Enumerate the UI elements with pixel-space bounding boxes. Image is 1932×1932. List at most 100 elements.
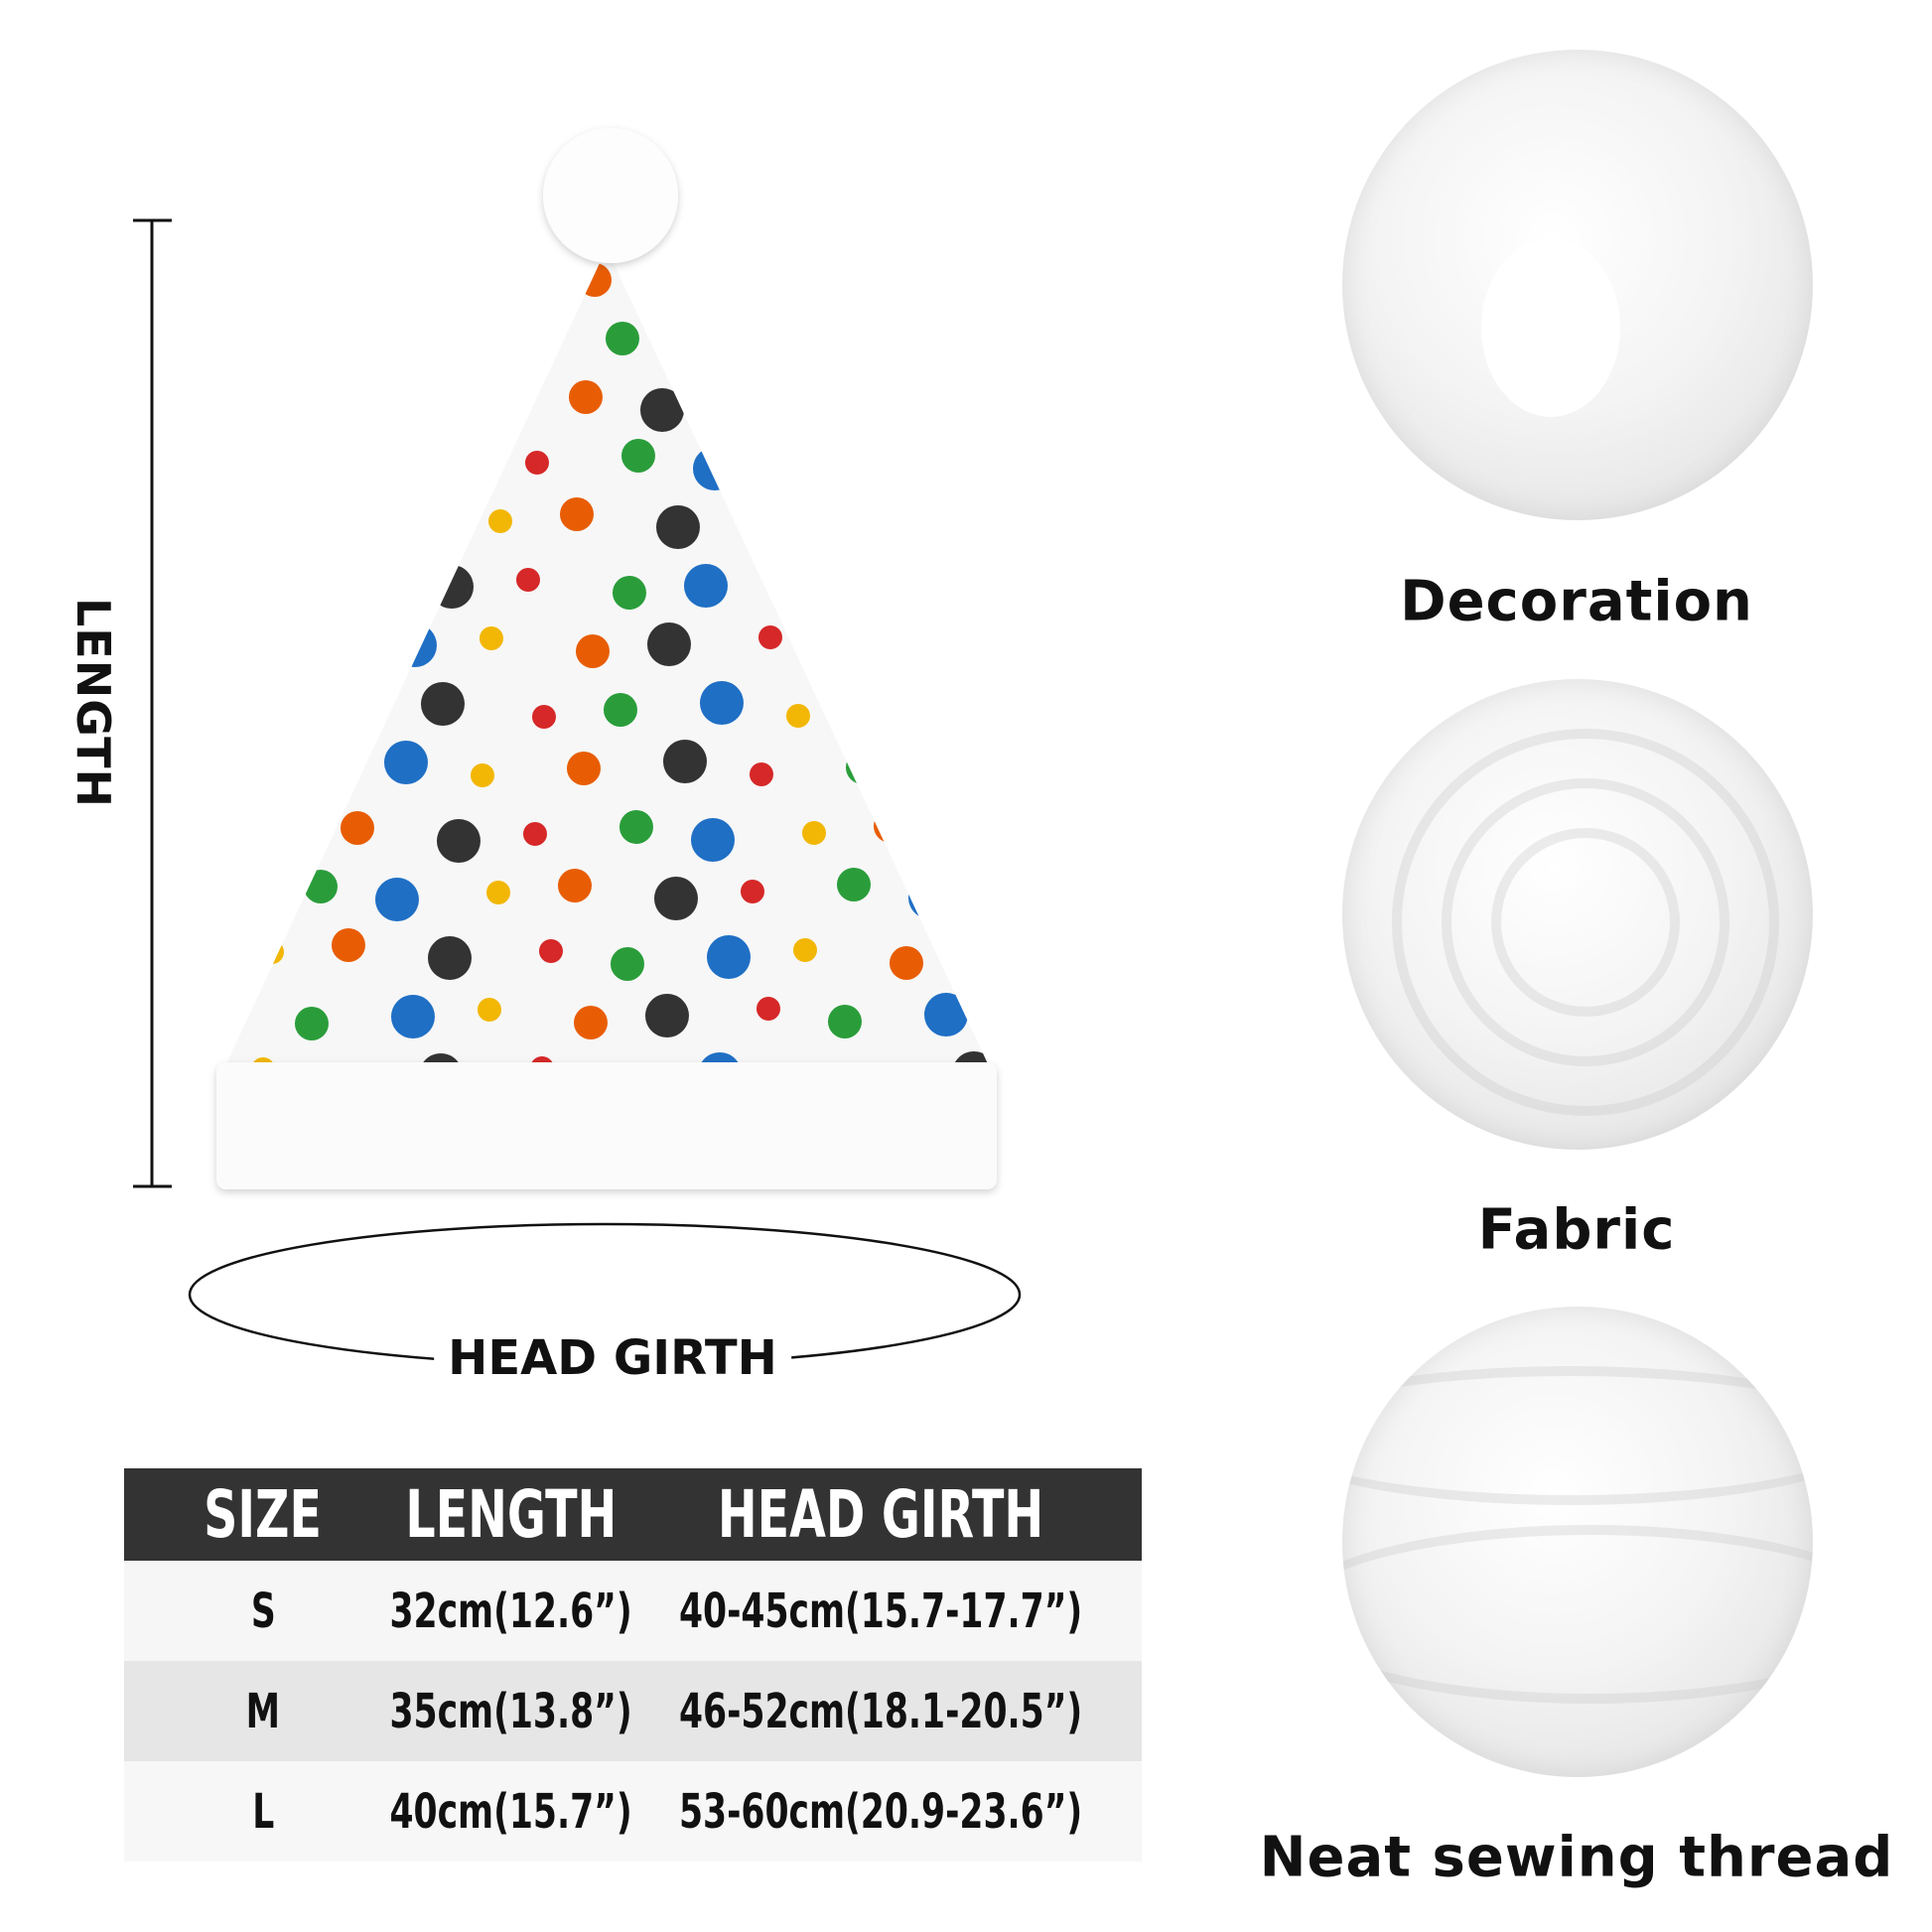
pattern-motif: [962, 563, 991, 607]
pattern-motif: [350, 323, 385, 356]
pattern-motif: [524, 451, 549, 475]
pattern-motif: [831, 262, 866, 296]
head-girth-cell: 53-60cm(20.9-23.6”): [679, 1783, 1083, 1840]
pattern-motif: [882, 692, 916, 726]
pattern-motif: [515, 568, 540, 592]
pattern-motif: [644, 994, 689, 1037]
length-dimension-bar: [133, 218, 172, 1188]
pattern-motif: [298, 264, 333, 298]
pattern-motif: [573, 1006, 608, 1039]
pattern-motif: [960, 934, 991, 978]
pattern-motif: [706, 935, 751, 979]
table-row: S 32cm(12.6”) 40-45cm(15.7-17.7”): [124, 1561, 1142, 1661]
pattern-motif: [261, 569, 286, 593]
pattern-motif: [392, 623, 437, 667]
pattern-motif: [822, 379, 857, 413]
pattern-motif: [331, 928, 365, 962]
pattern-motif: [610, 947, 644, 981]
pattern-motif: [487, 509, 512, 533]
pattern-motif: [699, 681, 744, 725]
pattern-motif: [873, 809, 907, 843]
pattern-motif: [223, 999, 247, 1023]
sewing-thread-closeup-image: [1342, 1307, 1813, 1777]
pattern-motif: [472, 392, 496, 416]
fabric-caption: Fabric: [1477, 1197, 1676, 1263]
pattern-motif: [575, 634, 610, 668]
pattern-motif: [429, 565, 474, 609]
table-row: L 40cm(15.7”) 53-60cm(20.9-23.6”): [124, 1761, 1142, 1862]
size-cell: M: [245, 1683, 281, 1739]
pattern-motif: [383, 741, 428, 784]
pattern-motif: [436, 819, 481, 863]
size-cell: S: [250, 1583, 276, 1639]
pattern-motif: [438, 448, 483, 491]
pattern-motif: [803, 450, 828, 474]
hat-cone: [223, 248, 991, 1070]
pattern-motif: [758, 625, 782, 649]
pattern-motif: [889, 946, 923, 980]
pattern-motif: [287, 753, 322, 786]
table-header: SIZE LENGTH HEAD GIRTH: [124, 1468, 1142, 1561]
pattern-motif: [749, 762, 773, 786]
pattern-motif: [801, 821, 826, 845]
pattern-motif: [223, 256, 226, 280]
pattern-motif: [845, 751, 880, 784]
pattern-motif: [927, 250, 972, 294]
pattern-motif: [655, 505, 700, 549]
pattern-motif: [916, 739, 961, 782]
pattern-motif: [252, 706, 277, 730]
pattern-motif: [969, 817, 991, 861]
hat-brim: [216, 1062, 997, 1189]
pattern-motif: [792, 938, 817, 962]
sewing-thread-caption: Neat sewing thread: [1259, 1825, 1894, 1890]
pattern-motif: [646, 622, 691, 666]
pattern-motif: [639, 388, 684, 432]
pattern-motif: [394, 252, 439, 296]
length-cell: 32cm(12.6”): [389, 1583, 633, 1639]
pattern-motif: [374, 878, 419, 921]
pattern-motif: [259, 940, 284, 964]
pattern-motif: [785, 704, 810, 728]
pattern-motif: [522, 822, 547, 846]
pattern-motif: [605, 322, 639, 355]
hat-pompom: [543, 128, 678, 263]
pattern-motif: [538, 939, 563, 963]
decoration-closeup-image: [1342, 50, 1813, 520]
pattern-motif: [223, 510, 233, 534]
pattern-motif: [955, 309, 991, 352]
pattern-motif: [612, 576, 646, 610]
pattern-motif: [759, 274, 784, 298]
pattern-motif: [648, 251, 693, 295]
pattern-motif: [303, 870, 338, 903]
pattern-motif: [891, 575, 925, 609]
pattern-motif: [794, 567, 819, 591]
pattern-motif: [422, 311, 467, 354]
pattern-motif: [557, 869, 592, 902]
pattern-motif: [621, 439, 655, 473]
pattern-motif: [568, 380, 603, 414]
pattern-motif: [884, 321, 918, 354]
pattern-motif: [559, 497, 594, 531]
pattern-motif: [340, 811, 374, 845]
pattern-motif: [477, 998, 501, 1022]
pattern-motif: [907, 876, 952, 919]
pattern-motif: [333, 577, 367, 611]
pattern-motif: [342, 440, 376, 474]
pattern-motif: [420, 682, 465, 726]
pattern-motif: [683, 564, 728, 608]
pattern-motif: [875, 438, 909, 472]
pattern-motif: [268, 823, 293, 847]
pattern-motif: [619, 810, 653, 844]
head-girth-cell: 46-52cm(18.1-20.5”): [679, 1683, 1083, 1739]
pattern-motif: [376, 506, 421, 550]
size-cell: L: [251, 1783, 275, 1840]
pattern-motif: [787, 333, 812, 356]
head-girth-cell: 40-45cm(15.7-17.7”): [679, 1583, 1083, 1639]
pattern-motif: [751, 391, 775, 415]
header-size: SIZE: [204, 1476, 323, 1553]
pattern-motif: [923, 993, 968, 1036]
pattern-motif: [294, 1007, 329, 1040]
pattern-motif: [481, 275, 505, 299]
pattern-motif: [385, 369, 430, 413]
